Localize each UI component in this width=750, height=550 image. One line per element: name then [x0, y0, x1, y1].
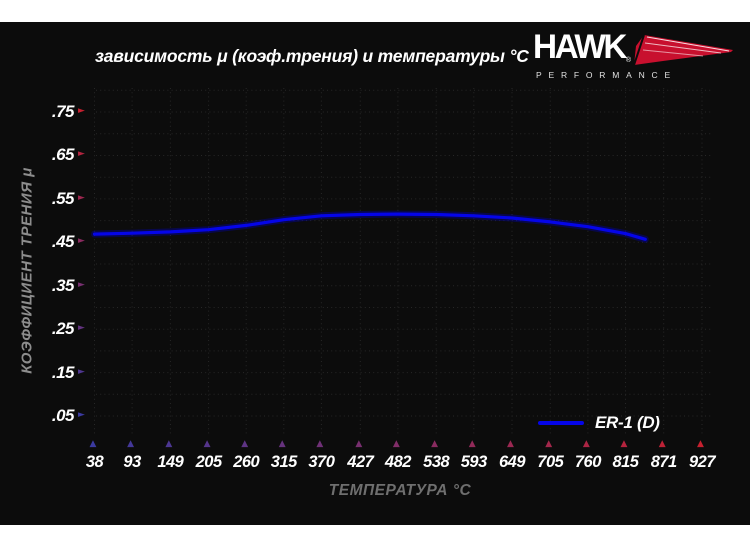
tick-layer: .05 ► .15 ► .25 ► .35 ► .45 ► .55 ► .65 ► .75 ► 38 ▲ 93 ▲ 14…	[0, 22, 750, 525]
chart-panel: зависимость μ (коэф.трения) и температур…	[0, 22, 750, 525]
performance-wordmark: PERFORMANCE	[536, 70, 677, 80]
x-tick-label: 815	[612, 453, 639, 471]
y-tick-label: .65	[51, 145, 75, 165]
x-tick-arrow-icon: ▲	[507, 439, 514, 449]
legend-line-sample	[538, 420, 584, 425]
x-tick-arrow-icon: ▲	[431, 439, 439, 449]
x-tick-arrow-icon: ▲	[355, 439, 363, 449]
x-tick-arrow-icon: ▲	[658, 439, 666, 449]
x-tick-arrow-icon: ▲	[697, 439, 704, 449]
x-tick-label: 93	[123, 453, 141, 471]
x-tick-arrow-icon: ▲	[392, 439, 400, 449]
x-tick-label: 760	[574, 453, 602, 471]
x-tick-arrow-icon: ▲	[203, 439, 211, 449]
legend: ER-1 (D)	[538, 412, 660, 433]
x-tick-label: 205	[195, 453, 223, 471]
x-tick-arrow-icon: ▲	[620, 439, 628, 449]
x-tick-label: 593	[460, 453, 488, 471]
y-tick-label: .55	[51, 188, 75, 208]
legend-label: ER-1 (D)	[595, 412, 660, 432]
y-tick-label: .05	[51, 406, 75, 426]
y-tick-label: .45	[51, 232, 75, 252]
y-tick-arrow-icon: ►	[78, 149, 85, 160]
x-tick-arrow-icon: ▲	[316, 439, 324, 449]
y-tick-arrow-icon: ►	[78, 279, 85, 290]
y-tick-label: .15	[51, 362, 75, 382]
chart-title: зависимость μ (коэф.трения) и температур…	[95, 46, 529, 66]
y-tick-arrow-icon: ►	[78, 236, 85, 247]
y-tick-label: .25	[51, 319, 75, 339]
x-tick-label: 705	[537, 453, 564, 471]
x-tick-label: 149	[157, 453, 184, 471]
x-tick-arrow-icon: ▲	[165, 439, 173, 449]
x-tick-label: 315	[270, 453, 298, 471]
hawk-logo: HAWK ® PERFORMANCE	[533, 28, 747, 80]
hawk-logo-text: HAWK	[533, 28, 627, 66]
x-axis-label: ТЕМПЕРАТУРА °C	[328, 482, 472, 499]
y-tick-arrow-icon: ►	[78, 323, 85, 334]
plot-area	[91, 88, 712, 437]
x-tick-label: 538	[423, 453, 450, 471]
x-tick-label: 38	[85, 453, 104, 471]
x-tick-arrow-icon: ▲	[468, 439, 476, 449]
y-tick-label: .75	[51, 102, 75, 122]
x-tick-label: 260	[233, 453, 260, 471]
y-tick-arrow-icon: ►	[78, 106, 85, 117]
x-tick-arrow-icon: ▲	[241, 439, 249, 449]
y-tick-arrow-icon: ►	[78, 192, 85, 203]
y-tick-arrow-icon: ►	[78, 410, 85, 421]
x-tick-label: 370	[308, 453, 335, 471]
x-tick-label: 871	[650, 453, 678, 471]
x-tick-arrow-icon: ▲	[545, 439, 553, 449]
x-tick-label: 482	[384, 453, 412, 471]
hawk-wing-icon	[633, 34, 734, 66]
x-tick-arrow-icon: ▲	[89, 439, 97, 449]
x-tick-arrow-icon: ▲	[278, 439, 286, 449]
x-tick-label: 649	[499, 453, 526, 471]
x-tick-arrow-icon: ▲	[127, 439, 134, 449]
x-tick-arrow-icon: ▲	[582, 439, 590, 449]
y-tick-arrow-icon: ►	[78, 366, 85, 377]
y-tick-label: .35	[51, 275, 75, 295]
x-tick-label: 427	[347, 453, 374, 471]
x-tick-label: 927	[688, 453, 716, 471]
registered-mark: ®	[625, 57, 632, 64]
